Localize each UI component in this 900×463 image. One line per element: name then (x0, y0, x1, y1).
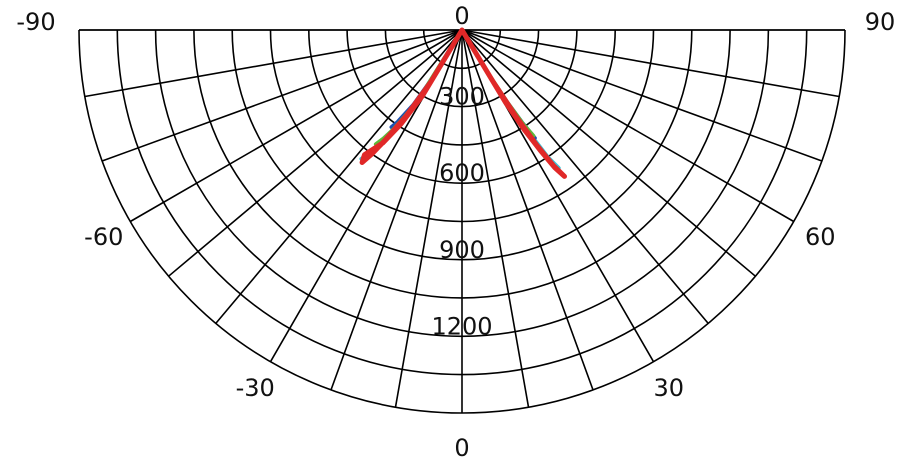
polar-grid (78, 29, 846, 414)
angle-tick-label: 60 (805, 223, 836, 251)
grid-spoke (168, 29, 463, 277)
grid-spoke (330, 29, 463, 391)
grid-spoke (394, 29, 463, 408)
grid-spoke (129, 29, 463, 223)
angle-tick-label: 30 (654, 374, 685, 402)
grid-spoke (461, 29, 756, 277)
angle-tick-label: 0 (454, 434, 469, 462)
angle-tick-label: 0 (454, 2, 469, 30)
radial-tick-label: 600 (439, 159, 485, 187)
series-line (359, 27, 567, 179)
grid-spoke (101, 29, 463, 162)
grid-spoke (461, 29, 840, 98)
angle-tick-label: -60 (84, 223, 123, 251)
grid-spoke (461, 29, 530, 408)
series-layer (359, 27, 567, 179)
radial-tick-label: 900 (439, 236, 485, 264)
radial-tick-label: 1200 (431, 312, 492, 340)
grid-spoke (215, 29, 463, 324)
angle-tick-label: -90 (16, 8, 55, 36)
grid-spoke (461, 29, 823, 162)
grid-spoke (461, 29, 594, 391)
angle-tick-label: 90 (865, 8, 896, 36)
axis-labels: 300 600 900 1200 -90 -60 -30 0 0 30 60 90 (16, 2, 895, 462)
angle-tick-label: -30 (236, 374, 275, 402)
grid-spoke (461, 29, 795, 223)
grid-spoke (461, 29, 709, 324)
radial-tick-label: 300 (439, 83, 485, 111)
grid-spoke (84, 29, 463, 98)
